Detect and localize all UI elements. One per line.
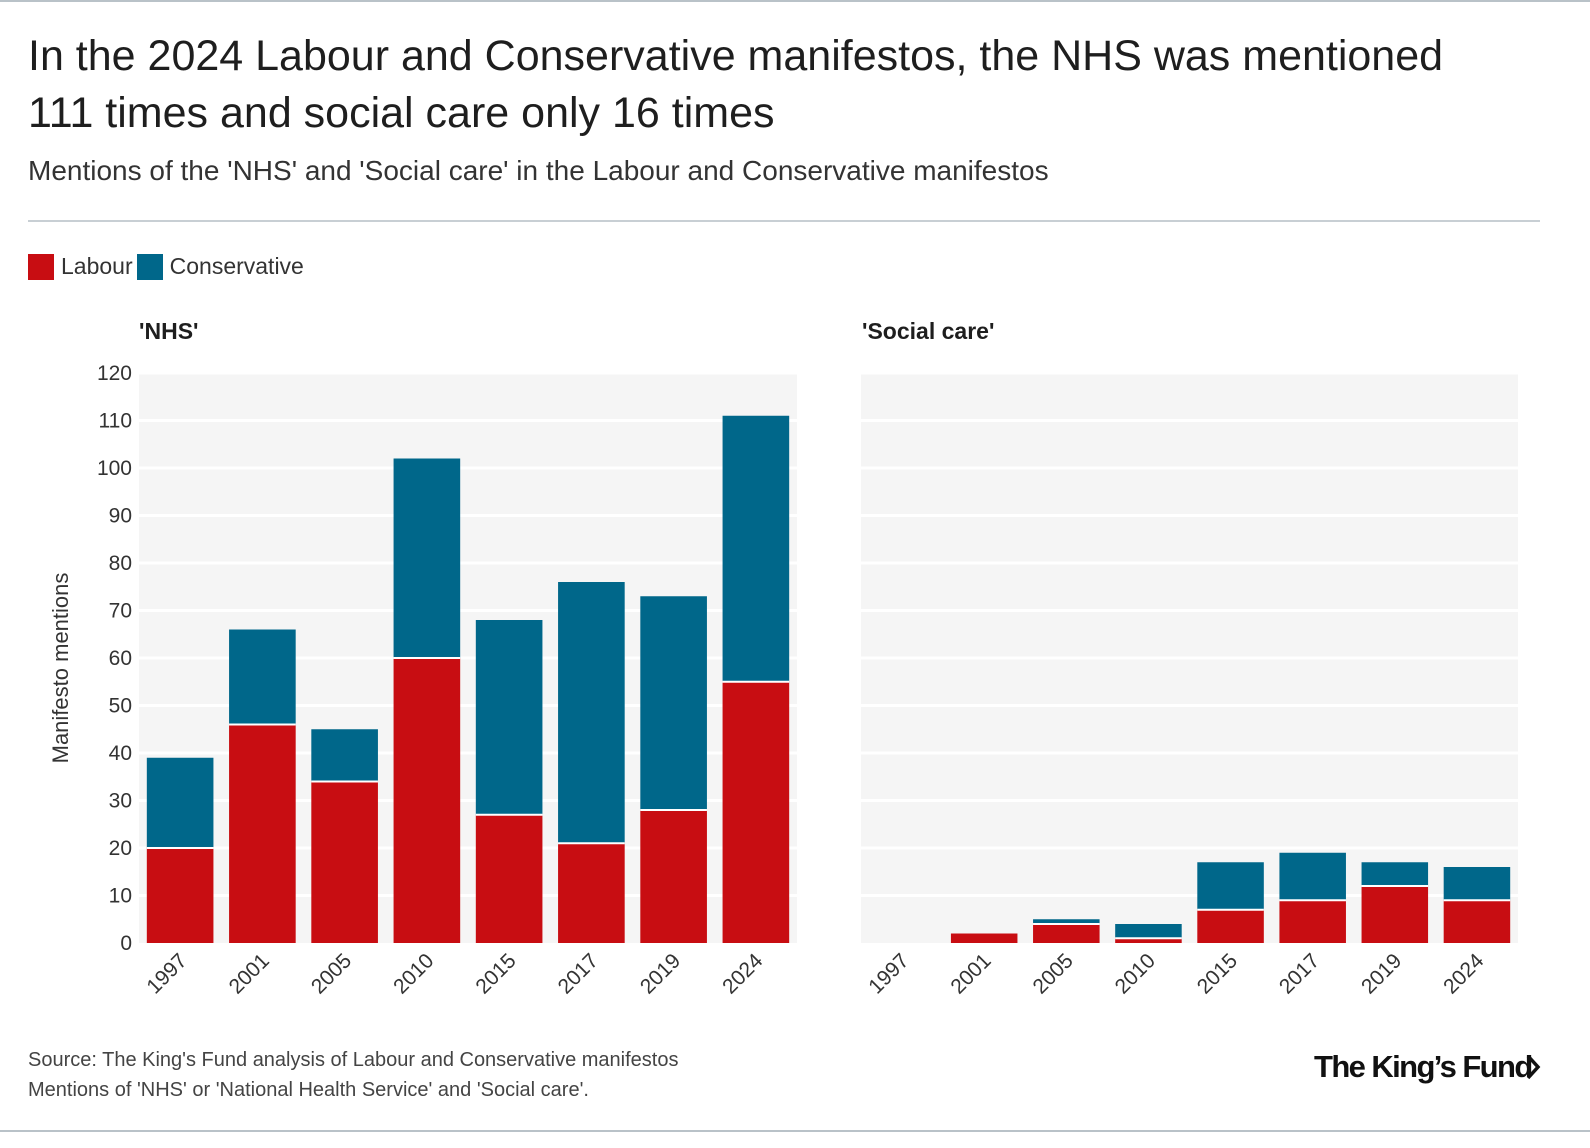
x-tick-label-social-care: 2010 bbox=[1111, 949, 1160, 998]
legend-item-labour: Labour bbox=[28, 253, 133, 280]
bar-nhs-conservative-2024 bbox=[722, 415, 790, 682]
header-divider bbox=[28, 220, 1540, 222]
kings-fund-logo: The King’s Fund bbox=[1314, 1049, 1541, 1084]
y-tick-label: 110 bbox=[99, 410, 132, 433]
bar-social-care-conservative-2017 bbox=[1279, 852, 1346, 901]
bar-social-care-conservative-2019 bbox=[1361, 862, 1429, 886]
bar-social-care-conservative-2024 bbox=[1443, 867, 1511, 901]
y-tick-label: 10 bbox=[109, 885, 132, 908]
bar-nhs-conservative-2019 bbox=[640, 596, 707, 810]
panel-title-social-care: 'Social care' bbox=[862, 318, 995, 344]
bar-nhs-labour-1997 bbox=[146, 848, 214, 943]
bar-nhs-labour-2005 bbox=[311, 781, 378, 943]
bar-nhs-conservative-2001 bbox=[229, 629, 296, 725]
bar-nhs-conservative-2017 bbox=[558, 582, 625, 844]
bar-social-care-conservative-2010 bbox=[1115, 924, 1182, 939]
bar-social-care-conservative-2015 bbox=[1197, 862, 1264, 910]
legend: Labour Conservative bbox=[28, 253, 308, 280]
x-tick-label-nhs: 2001 bbox=[225, 949, 274, 998]
x-tick-label-nhs: 2010 bbox=[389, 949, 438, 998]
bar-social-care-labour-2019 bbox=[1361, 886, 1429, 943]
bar-nhs-labour-2019 bbox=[640, 810, 707, 943]
y-tick-label: 80 bbox=[109, 552, 132, 575]
y-tick-label: 90 bbox=[109, 505, 132, 528]
x-tick-label-social-care: 2024 bbox=[1439, 949, 1489, 999]
x-tick-label-nhs: 2015 bbox=[471, 949, 520, 998]
legend-label-labour: Labour bbox=[61, 253, 133, 279]
y-tick-label: 120 bbox=[97, 362, 132, 385]
bar-nhs-labour-2015 bbox=[475, 814, 543, 943]
bar-nhs-conservative-2015 bbox=[475, 620, 543, 815]
panel-title-nhs: 'NHS' bbox=[139, 318, 199, 344]
chart-title: In the 2024 Labour and Conservative mani… bbox=[28, 32, 1444, 137]
y-tick-label: 20 bbox=[109, 837, 132, 860]
x-tick-label-social-care: 2019 bbox=[1357, 949, 1406, 998]
y-tick-label: 0 bbox=[120, 932, 132, 955]
bar-social-care-labour-2017 bbox=[1279, 900, 1346, 943]
x-tick-label-nhs: 2024 bbox=[718, 949, 768, 999]
x-tick-label-nhs: 2005 bbox=[307, 949, 356, 998]
bar-nhs-conservative-2005 bbox=[311, 729, 378, 782]
x-tick-label-social-care: 2015 bbox=[1193, 949, 1242, 998]
y-axis-label: Manifesto mentions bbox=[48, 573, 73, 764]
bar-nhs-conservative-2010 bbox=[393, 458, 461, 658]
x-tick-label-nhs: 2019 bbox=[636, 949, 685, 998]
x-tick-label-social-care: 1997 bbox=[864, 949, 913, 998]
bottom-rule bbox=[0, 1130, 1590, 1132]
y-tick-label: 60 bbox=[109, 647, 132, 670]
bar-social-care-labour-2005 bbox=[1033, 924, 1100, 943]
x-tick-label-nhs: 1997 bbox=[142, 949, 191, 998]
source-line-2: Mentions of 'NHS' or 'National Health Se… bbox=[28, 1079, 589, 1101]
y-tick-label: 70 bbox=[109, 600, 132, 623]
svg-text:The King’s Fund: The King’s Fund bbox=[1314, 1049, 1532, 1084]
legend-swatch-conservative bbox=[136, 253, 163, 280]
x-tick-label-social-care: 2001 bbox=[946, 949, 995, 998]
y-tick-label: 100 bbox=[97, 457, 132, 480]
bar-nhs-labour-2001 bbox=[229, 724, 296, 943]
y-tick-label: 50 bbox=[109, 695, 132, 718]
bar-nhs-labour-2010 bbox=[393, 658, 461, 943]
bar-nhs-labour-2017 bbox=[558, 843, 625, 943]
bar-social-care-labour-2015 bbox=[1197, 909, 1264, 943]
bar-social-care-labour-2024 bbox=[1443, 900, 1511, 943]
brand-logo: The King’s Fund bbox=[1314, 1046, 1542, 1086]
source-note: Source: The King's Fund analysis of Labo… bbox=[28, 1045, 678, 1105]
bar-social-care-labour-2010 bbox=[1115, 938, 1182, 943]
legend-swatch-labour bbox=[28, 253, 54, 280]
x-tick-label-nhs: 2017 bbox=[554, 949, 603, 998]
bar-social-care-conservative-2005 bbox=[1033, 919, 1100, 924]
x-tick-label-social-care: 2017 bbox=[1275, 949, 1324, 998]
bar-social-care-labour-2001 bbox=[950, 933, 1018, 943]
legend-item-conservative: Conservative bbox=[136, 253, 304, 280]
y-tick-label: 30 bbox=[109, 790, 132, 813]
bar-nhs-labour-2024 bbox=[722, 681, 790, 943]
source-line-1: Source: The King's Fund analysis of Labo… bbox=[28, 1049, 679, 1071]
top-rule bbox=[0, 0, 1590, 2]
y-tick-label: 40 bbox=[109, 742, 132, 765]
legend-label-conservative: Conservative bbox=[169, 253, 304, 279]
bar-nhs-conservative-1997 bbox=[146, 757, 214, 848]
chart-subtitle: Mentions of the 'NHS' and 'Social care' … bbox=[28, 155, 1049, 186]
x-tick-label-social-care: 2005 bbox=[1029, 949, 1078, 998]
